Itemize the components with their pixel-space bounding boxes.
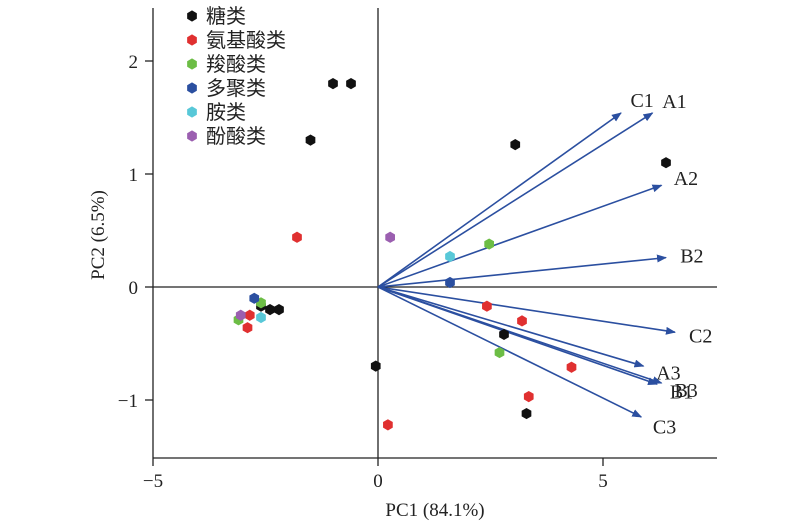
point-2 [244, 309, 255, 321]
y-tick-label: 0 [129, 278, 139, 299]
y-axis-label: PC2 (6.5%) [88, 190, 109, 280]
point-2 [292, 231, 302, 243]
x-tick-label: 5 [598, 471, 608, 492]
point-3 [494, 346, 505, 359]
y-tick-label: −1 [118, 391, 138, 412]
legend-label: 胺类 [206, 100, 246, 124]
score-points [233, 78, 671, 431]
point-4 [445, 276, 455, 289]
vector-c3 [377, 286, 643, 418]
vector-label-c3: C3 [653, 417, 676, 439]
point-2 [517, 315, 527, 327]
point-2 [482, 300, 492, 312]
point-3 [484, 238, 494, 250]
point-1 [510, 139, 521, 151]
point-6 [235, 309, 246, 321]
y-tick-label: 1 [129, 165, 139, 186]
point-1 [274, 304, 284, 316]
legend-label: 氨基酸类 [206, 28, 286, 52]
point-1 [328, 78, 338, 90]
point-6 [385, 231, 395, 243]
vector-label-a1: A1 [662, 91, 686, 113]
legend-label: 糖类 [206, 4, 246, 28]
point-1 [265, 304, 275, 316]
x-axis-label: PC1 (84.1%) [385, 500, 484, 521]
legend-label: 酚酸类 [206, 124, 266, 148]
point-2 [383, 419, 393, 431]
y-tick-label: 2 [129, 52, 139, 73]
vector-label-a2: A2 [674, 168, 698, 190]
point-2 [242, 322, 253, 334]
legend-marker [187, 58, 197, 70]
point-1 [499, 328, 509, 341]
vector-a3 [377, 286, 645, 368]
point-4 [249, 292, 260, 304]
point-1 [305, 134, 316, 146]
vector-c1 [377, 112, 622, 288]
point-2 [523, 391, 534, 403]
x-tick-label: −5 [143, 471, 163, 492]
legend-label: 羧酸类 [206, 52, 266, 76]
point-1 [661, 157, 671, 169]
point-1 [346, 78, 356, 90]
vector-label-b1: B1 [670, 381, 693, 403]
vector-label-b2: B2 [680, 245, 703, 267]
point-1 [370, 360, 381, 372]
vector-a2 [377, 184, 663, 288]
vector-label-c1: C1 [630, 90, 653, 112]
point-2 [566, 361, 577, 373]
point-5 [256, 311, 266, 324]
vector-a1 [377, 112, 654, 288]
point-5 [445, 250, 455, 263]
x-tick-label: 0 [373, 471, 383, 492]
legend-marker [187, 82, 197, 94]
legend-marker [187, 10, 197, 22]
legend-marker [187, 106, 197, 118]
vector-label-b3: B3 [674, 380, 697, 402]
vector-b2 [377, 254, 667, 288]
vector-c2 [377, 286, 676, 335]
legend-marker [187, 130, 197, 142]
legend-label: 多聚类 [206, 76, 266, 100]
axis-ticks: −5 0 5 −1 0 1 2 [118, 52, 608, 492]
vector-b1 [377, 286, 658, 385]
legend-marker [187, 34, 197, 46]
point-1 [521, 407, 532, 420]
vector-label-c2: C2 [689, 326, 712, 348]
